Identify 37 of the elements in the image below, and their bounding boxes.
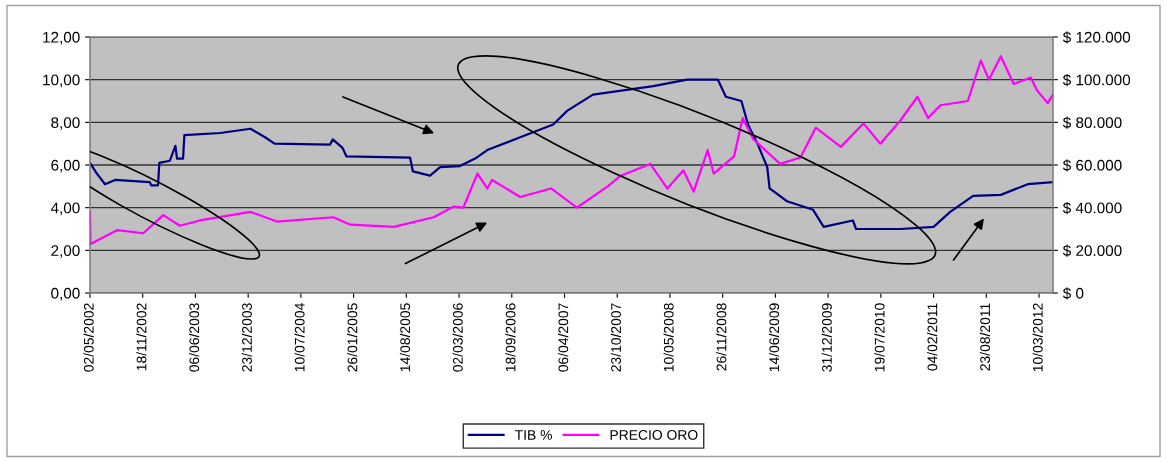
x-tick-label: 06/06/2003 <box>188 303 200 372</box>
y-tick-label: 0,00 <box>51 287 80 301</box>
y-tick-label: 12,00 <box>43 31 80 45</box>
y2-tick-label: $ 0 <box>1062 287 1084 300</box>
line-series <box>90 55 1053 246</box>
x-tick-label: 31/12/2009 <box>821 303 832 372</box>
legend-label: PRECIO ORO <box>610 429 698 440</box>
y2-tick-label: $ 80.000 <box>1062 116 1122 129</box>
y2-tick-label: $ 120.000 <box>1062 31 1131 44</box>
x-tick-label: 23/08/2011 <box>979 303 991 371</box>
x-tick-label: 06/04/2007 <box>558 303 569 372</box>
x-tick-label: 14/06/2009 <box>768 303 780 372</box>
x-tick-label: 19/07/2010 <box>874 303 885 372</box>
x-tick-label: 26/11/2008 <box>716 303 727 371</box>
x-tick-label: 23/12/2003 <box>241 303 252 372</box>
line-series <box>90 78 1053 231</box>
y-tick-label: 10,00 <box>43 74 80 88</box>
y2-tick-label: $ 20.000 <box>1062 244 1122 257</box>
x-tick-label: 18/09/2006 <box>505 303 516 372</box>
legend-label: TIB % <box>514 430 552 440</box>
x-tick-label: 04/02/2011 <box>927 303 938 371</box>
x-tick-label: 18/11/2002 <box>136 303 147 371</box>
y-tick-label: 6,00 <box>51 159 80 173</box>
x-tick-label: 10/07/2004 <box>294 303 305 372</box>
x-tick-label: 14/08/2005 <box>399 303 411 372</box>
y2-tick-label: $ 60.000 <box>1062 159 1122 172</box>
x-tick-label: 23/10/2007 <box>610 303 621 372</box>
y2-tick-label: $ 40.000 <box>1062 201 1122 215</box>
x-tick-label: 10/03/2012 <box>1032 303 1043 372</box>
x-tick-label: 26/01/2005 <box>347 303 358 372</box>
y-tick-label: 4,00 <box>50 202 80 216</box>
x-tick-label: 02/05/2002 <box>83 303 94 372</box>
x-tick-label: 10/05/2008 <box>663 303 674 372</box>
x-tick-label: 02/03/2006 <box>452 303 463 372</box>
y2-tick-label: $ 100.000 <box>1062 73 1131 87</box>
y-tick-label: 2,00 <box>51 245 80 258</box>
y-tick-label: 8,00 <box>51 117 80 130</box>
